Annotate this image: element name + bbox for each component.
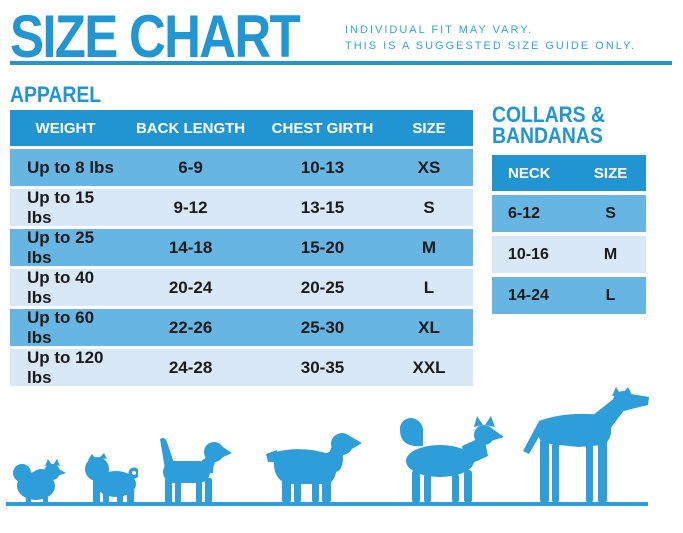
- cell-chest-girth: 30-35: [300, 357, 345, 377]
- cell-chest-girth: 25-30: [300, 317, 345, 337]
- disclaimer-line-2: THIS IS A SUGGESTED SIZE GUIDE ONLY.: [345, 40, 637, 52]
- cell-size: XXL: [412, 357, 446, 377]
- cell-back-length: 14-18: [168, 237, 213, 257]
- table-row: Up to 8 lbs 6-9 10-13 XS: [10, 149, 473, 186]
- cell-chest-girth: 10-13: [300, 157, 345, 177]
- column-header-size: SIZE: [412, 119, 446, 137]
- cell-size: XS: [417, 157, 441, 177]
- table-row: Up to 120 lbs 24-28 30-35 XXL: [10, 347, 473, 387]
- cell-size: L: [423, 277, 435, 297]
- cell-weight: Up to 40 lbs: [27, 267, 95, 307]
- cell-weight: Up to 8 lbs: [27, 157, 114, 177]
- collars-table-header-row: NECK SIZE: [492, 155, 646, 191]
- husky-dog-icon: [400, 416, 504, 503]
- column-header-neck: NECK: [508, 164, 551, 182]
- collars-heading-line-1: COLLARS &: [492, 102, 605, 127]
- cell-size: M: [603, 245, 618, 263]
- cell-back-length: 22-26: [168, 317, 213, 337]
- cell-size: S: [423, 197, 435, 217]
- column-header-back-length: BACK LENGTH: [135, 119, 246, 137]
- cell-neck: 10-16: [508, 245, 549, 263]
- table-row: 14-24 L: [492, 277, 646, 314]
- table-row: Up to 40 lbs 20-24 20-25 L: [10, 267, 473, 307]
- title-underline: [10, 61, 672, 65]
- column-header-chest-girth: CHEST GIRTH: [271, 119, 374, 137]
- collars-size-table: NECK SIZE 6-12 S 10-16 M 14-24 L: [492, 155, 646, 314]
- cell-chest-girth: 20-25: [300, 277, 345, 297]
- table-row: Up to 60 lbs 22-26 25-30 XL: [10, 307, 473, 347]
- cell-back-length: 9-12: [173, 197, 208, 217]
- pug-dog-icon: [85, 453, 138, 503]
- cell-weight: Up to 120 lbs: [27, 347, 104, 387]
- table-row: 6-12 S: [492, 195, 646, 232]
- table-row: Up to 15 lbs 9-12 13-15 S: [10, 187, 473, 227]
- disclaimer-text: INDIVIDUAL FIT MAY VARY. THIS IS A SUGGE…: [345, 22, 636, 54]
- cell-chest-girth: 15-20: [300, 237, 345, 257]
- cell-back-length: 24-28: [168, 357, 213, 377]
- cell-size: L: [605, 286, 616, 304]
- column-header-weight: WEIGHT: [35, 119, 96, 137]
- apparel-heading: APPAREL: [10, 82, 102, 107]
- cell-weight: Up to 25 lbs: [27, 227, 95, 267]
- collars-heading-line-2: BANDANAS: [492, 123, 603, 148]
- disclaimer-line-1: INDIVIDUAL FIT MAY VARY.: [345, 24, 534, 36]
- apparel-size-table: WEIGHT BACK LENGTH CHEST GIRTH SIZE Up t…: [10, 110, 473, 387]
- beagle-dog-icon: [160, 438, 232, 503]
- table-row: 10-16 M: [492, 236, 646, 273]
- collars-bandanas-heading: COLLARS & BANDANAS: [492, 102, 605, 148]
- cell-size: S: [605, 204, 616, 222]
- page-title: SIZE CHART: [10, 3, 301, 70]
- cell-back-length: 6-9: [178, 157, 203, 177]
- cocker-spaniel-dog-icon: [266, 433, 362, 503]
- ground-line: [6, 502, 648, 506]
- great-dane-dog-icon: [523, 387, 649, 503]
- cell-neck: 6-12: [508, 204, 541, 222]
- cell-weight: Up to 15 lbs: [27, 187, 95, 227]
- apparel-table-header-row: WEIGHT BACK LENGTH CHEST GIRTH SIZE: [10, 110, 473, 146]
- cell-size: M: [421, 237, 437, 257]
- column-header-size: SIZE: [593, 164, 628, 182]
- cell-neck: 14-24: [508, 286, 549, 304]
- cell-back-length: 20-24: [168, 277, 213, 297]
- cell-chest-girth: 13-15: [300, 197, 345, 217]
- table-row: Up to 25 lbs 14-18 15-20 M: [10, 227, 473, 267]
- pomeranian-dog-icon: [13, 459, 66, 503]
- cell-weight: Up to 60 lbs: [27, 307, 95, 347]
- cell-size: XL: [418, 317, 440, 337]
